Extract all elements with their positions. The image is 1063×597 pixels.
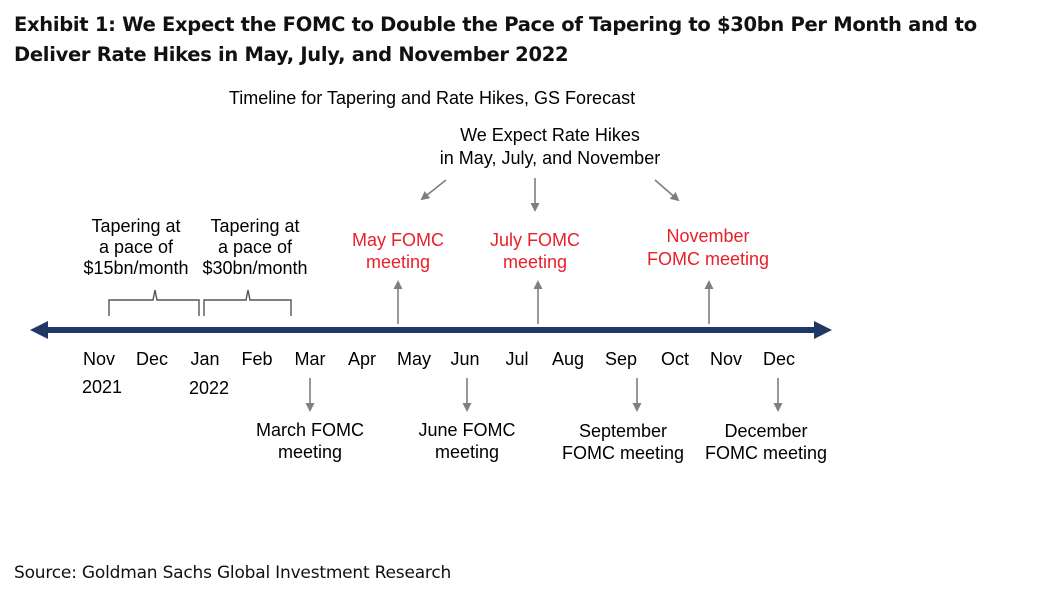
meeting-september-line2: FOMC meeting [562, 443, 684, 463]
timeline-arrow-left [30, 321, 48, 339]
exhibit-title: Exhibit 1: We Expect the FOMC to Double … [14, 13, 977, 66]
month-label: Oct [661, 349, 689, 369]
meeting-september-line1: September [579, 421, 667, 441]
meeting-december-line2: FOMC meeting [705, 443, 827, 463]
meeting-june-line1: June FOMC [418, 420, 515, 440]
hike-july-line2: meeting [503, 252, 567, 272]
hike-may-line2: meeting [366, 252, 430, 272]
month-label: Jun [450, 349, 479, 369]
expect-note-line1: We Expect Rate Hikes [460, 125, 640, 145]
note-arrow-november [654, 179, 680, 202]
diagram-subtitle: Timeline for Tapering and Rate Hikes, GS… [229, 88, 635, 108]
month-label: Aug [552, 349, 584, 369]
year-label: 2022 [189, 378, 229, 398]
month-label: Jan [190, 349, 219, 369]
month-label: Jul [505, 349, 528, 369]
year-label: 2021 [82, 377, 122, 397]
meeting-june-line2: meeting [435, 442, 499, 462]
tapering-30-line3: $30bn/month [202, 258, 307, 278]
hike-november-line2: FOMC meeting [647, 249, 769, 269]
tapering-30-line2: a pace of [218, 237, 293, 257]
hike-may-line1: May FOMC [352, 230, 444, 250]
meeting-december-line1: December [724, 421, 807, 441]
hike-july-line1: July FOMC [490, 230, 580, 250]
timeline-axis [44, 327, 817, 333]
tapering-15-brace [108, 289, 200, 316]
month-label: Nov [83, 349, 115, 369]
hike-november-line1: November [666, 226, 749, 246]
month-label: Dec [136, 349, 168, 369]
month-label: Nov [710, 349, 742, 369]
month-label: Sep [605, 349, 637, 369]
tapering-15-line2: a pace of [99, 237, 174, 257]
month-label: Mar [295, 349, 326, 369]
tapering-30-brace [203, 289, 292, 316]
expect-note-line2: in May, July, and November [440, 148, 660, 168]
month-label: Apr [348, 349, 376, 369]
tapering-15-line1: Tapering at [91, 216, 180, 236]
meeting-march-line2: meeting [278, 442, 342, 462]
note-arrow-may [420, 179, 447, 201]
tapering-30-line1: Tapering at [210, 216, 299, 236]
month-label: May [397, 349, 431, 369]
month-label: Dec [763, 349, 795, 369]
month-label: Feb [241, 349, 272, 369]
tapering-15-line3: $15bn/month [83, 258, 188, 278]
timeline-arrow-right [814, 321, 832, 339]
source-note: Source: Goldman Sachs Global Investment … [14, 563, 452, 583]
meeting-march-line1: March FOMC [256, 420, 364, 440]
